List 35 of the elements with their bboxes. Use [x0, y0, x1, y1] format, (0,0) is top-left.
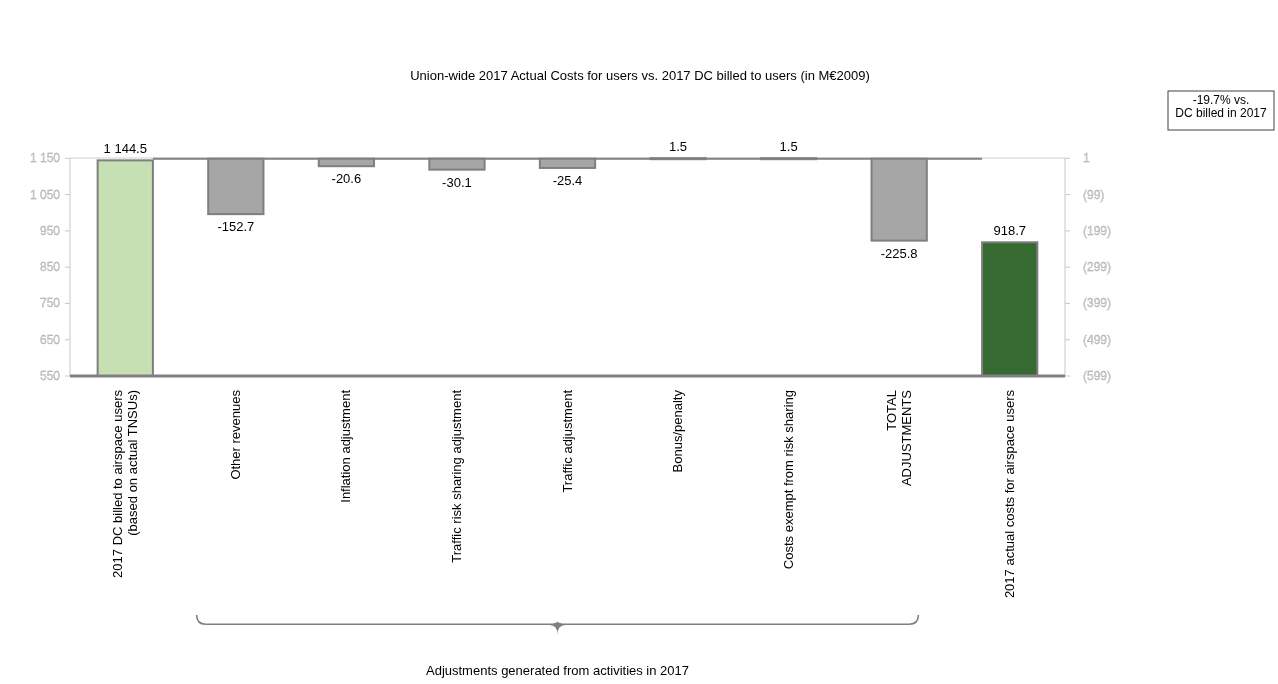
data-label: 1.5 [669, 139, 688, 155]
y2-tick-label: 1 [1083, 151, 1090, 166]
y-tick-label: 750 [39, 296, 61, 311]
y2-tick-label: (499) [1083, 332, 1112, 347]
data-label: -152.7 [217, 219, 255, 235]
data-label: -30.1 [442, 174, 472, 190]
chart-title: Union-wide 2017 Actual Costs for users vs. 2017 DC billed to users (in M€2009) [410, 68, 870, 83]
data-label: 1 144.5 [103, 141, 147, 157]
y-tick-label: 850 [39, 260, 61, 275]
data-label: -225.8 [880, 245, 918, 261]
data-label: 918.7 [993, 223, 1026, 239]
data-label: -25.4 [552, 172, 583, 188]
y2-tick-label: (399) [1083, 296, 1112, 311]
y-tick-label: 950 [39, 223, 61, 238]
y-tick-label: 1 050 [29, 187, 61, 202]
text: Adjustments generated from activities in 2017 [425, 663, 690, 678]
y2-tick-label: (599) [1083, 369, 1112, 383]
x-tick-label: 2017 DC billed to airspace users (based on actual TNSUs) [109, 389, 140, 578]
x-tick-label: Traffic adjustment [559, 389, 575, 493]
y2-tick-label: (199) [1083, 223, 1112, 238]
data-label: -20.6 [331, 171, 362, 187]
y-tick-label: 650 [39, 332, 61, 347]
y-tick-label: 550 [39, 369, 61, 383]
x-tick-label: Inflation adjustment [338, 389, 354, 503]
y-tick-label: 1 150 [29, 151, 61, 166]
y2-tick-label: (299) [1083, 260, 1112, 275]
x-tick-label: Bonus/penalty [670, 389, 686, 473]
text: -19.7% vs. DC billed in 2017 [1175, 93, 1268, 120]
x-tick-label: Costs exempt from risk sharing [780, 390, 796, 570]
x-tick-label: Traffic risk sharing adjustment [448, 389, 464, 563]
data-label: 1.5 [779, 139, 798, 155]
x-tick-label: TOTAL ADJUSTMENTS [883, 389, 914, 487]
y2-tick-label: (99) [1083, 187, 1105, 202]
x-tick-label: 2017 actual costs for airspace users [1001, 389, 1017, 599]
x-tick-label: Other revenues [227, 389, 243, 480]
